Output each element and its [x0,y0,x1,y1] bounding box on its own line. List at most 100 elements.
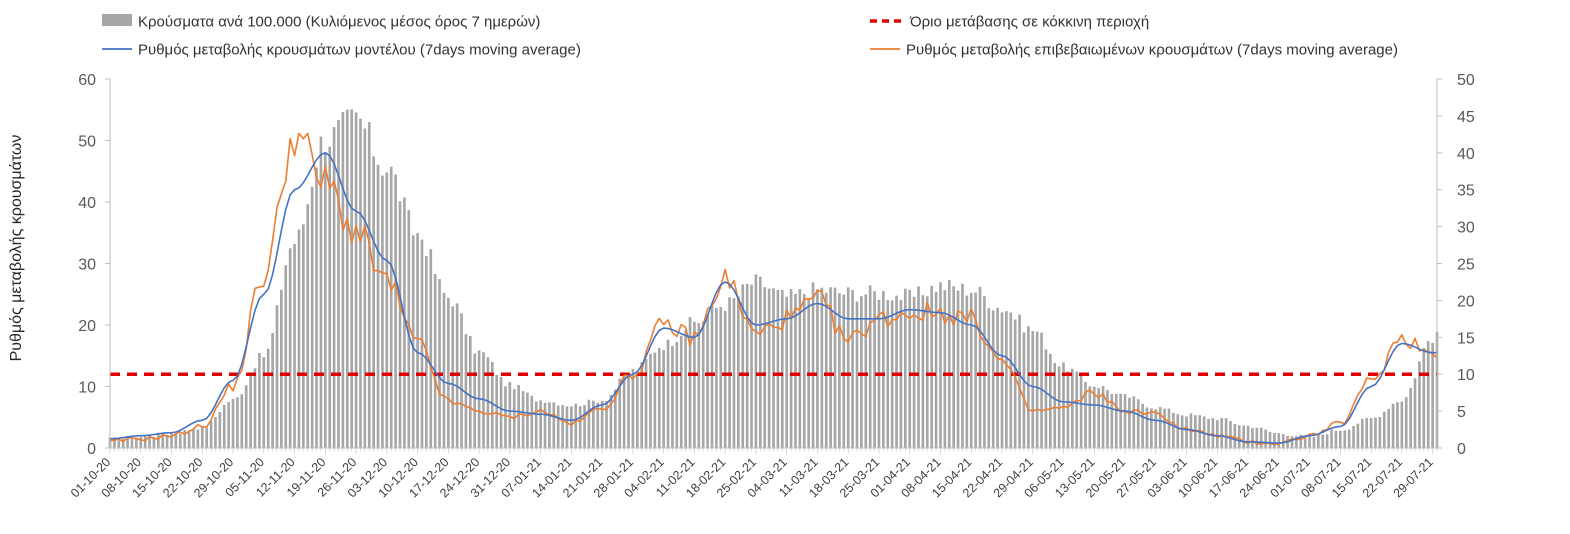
bar [947,279,951,448]
bar [1369,418,1373,448]
bar [1259,427,1263,448]
bar [1070,368,1074,448]
bar [1347,429,1351,448]
bar [605,400,608,448]
bar [701,321,705,448]
bar [464,334,468,448]
bar [710,305,714,448]
bar [1409,388,1412,448]
bar [113,437,116,448]
bar [750,284,753,448]
bar [121,438,125,448]
bar [222,404,226,448]
bar [1163,408,1166,448]
bar [249,373,252,448]
bar [1207,418,1210,448]
bar [420,239,424,448]
bar [934,291,938,448]
bar [552,402,556,448]
bar [614,389,617,448]
bar [372,156,375,449]
bar [214,417,217,448]
bar [583,405,586,448]
bar [930,285,934,448]
bar [1229,421,1232,448]
bar [1360,418,1364,448]
bar [666,339,670,448]
left-tick-label: 10 [78,380,96,397]
bar [1053,363,1057,448]
bar [126,436,129,448]
bar [578,406,582,448]
bar [1400,401,1404,448]
bar [332,127,336,448]
bar [706,315,709,448]
bar [1413,378,1417,448]
bar [196,429,200,448]
bar [284,265,288,448]
bar [174,433,178,448]
bar [231,398,235,448]
bar [565,406,569,448]
bar [631,368,635,448]
bar [244,385,248,448]
bar [684,329,687,448]
bar [956,290,960,448]
bar [499,376,503,448]
bar [1330,429,1333,448]
left-tick-label: 40 [78,195,96,212]
bar [275,305,279,448]
legend-label: Όριο μετάβασης σε κόκκινη περιοχή [909,14,1149,31]
bar [1000,312,1004,448]
bar [548,402,551,448]
bar [1035,331,1039,448]
bar [1237,425,1241,448]
bar [521,391,525,448]
bar [451,306,455,448]
bar [1374,417,1377,448]
bar [987,308,991,448]
bar [816,289,819,448]
bar [864,294,868,448]
bar [433,274,437,448]
bar [851,290,854,448]
bar [939,282,942,448]
bar [820,287,824,448]
bar [135,437,138,448]
bar [1343,430,1347,448]
bar [543,402,547,448]
bar [556,405,560,448]
bar [978,286,982,448]
left-tick-label: 30 [78,257,96,274]
bar [561,405,564,448]
legend-label: Ρυθμός μεταβολής επιβεβαιωμένων κρουσμάτ… [906,42,1398,59]
bar [227,402,230,448]
bar [996,307,999,448]
bar [1312,436,1316,448]
bar [178,433,182,448]
bar [389,166,393,448]
bar [1092,386,1096,448]
bar [838,293,841,448]
left-tick-label: 50 [78,134,96,151]
bar [1339,430,1342,448]
bar [209,420,213,448]
bar [596,402,600,448]
bar [719,307,723,448]
bar [363,128,367,448]
bar [1321,434,1325,448]
bar [442,292,446,448]
bar [526,392,529,448]
bar [653,352,657,448]
bar [1418,361,1421,448]
bar [130,438,134,448]
bar [1018,314,1021,448]
left-tick-label: 20 [78,318,96,335]
bar [1273,432,1276,448]
bar [262,357,266,448]
bar [354,112,358,449]
legend-item-bars: Κρούσματα ανά 100.000 (Κυλιόμενος μέσος … [102,14,540,31]
bar [1431,342,1434,448]
bar [367,122,371,448]
